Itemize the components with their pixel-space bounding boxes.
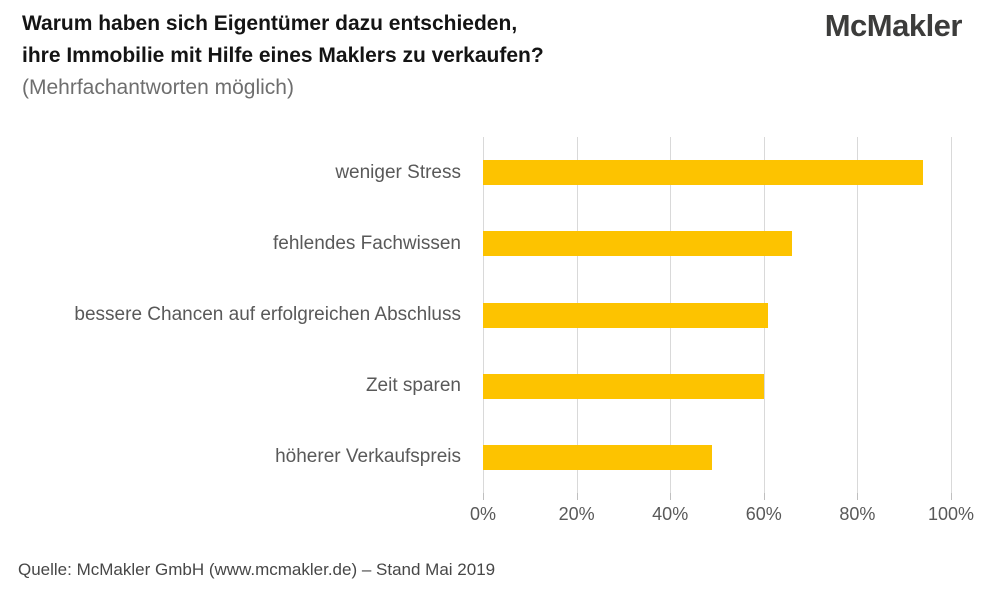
- bar-row: bessere Chancen auf erfolgreichen Abschl…: [0, 279, 951, 350]
- bar-track: [483, 279, 951, 350]
- axis-tick-mark: [483, 493, 484, 500]
- gridline: [951, 137, 952, 493]
- x-axis-tick-labels: 0% 20% 40% 60% 80% 100%: [0, 504, 993, 530]
- bar-row: höherer Verkaufspreis: [0, 422, 951, 493]
- gridline: [857, 137, 859, 493]
- x-tick-label: 60%: [745, 504, 782, 524]
- axis-tick-mark: [670, 493, 672, 500]
- x-tick-label: 100%: [927, 504, 975, 524]
- bar-row: weniger Stress: [0, 137, 951, 208]
- chart-title: Warum haben sich Eigentümer dazu entschi…: [22, 8, 544, 104]
- category-label: weniger Stress: [335, 161, 461, 183]
- chart-subtitle: (Mehrfachantworten möglich): [22, 76, 294, 99]
- bar-row: fehlendes Fachwissen: [0, 208, 951, 279]
- x-tick-label: 80%: [839, 504, 876, 524]
- bar-track: [483, 208, 951, 279]
- category-label: fehlendes Fachwissen: [273, 232, 461, 254]
- bar-track: [483, 422, 951, 493]
- bar: [483, 373, 764, 399]
- bar-track: [483, 351, 951, 422]
- bar-row: Zeit sparen: [0, 351, 951, 422]
- axis-tick-mark: [763, 493, 765, 500]
- bar-rows: weniger Stress fehlendes Fachwissen besser…: [0, 137, 951, 493]
- x-tick-label: 0%: [469, 504, 497, 524]
- bar: [483, 444, 713, 470]
- source-caption: Quelle: McMakler GmbH (www.mcmakler.de) …: [18, 560, 496, 579]
- bar-track: [483, 137, 951, 208]
- axis-tick-mark: [951, 493, 952, 500]
- x-tick-label: 40%: [652, 504, 689, 524]
- bar: [483, 160, 923, 186]
- bar: [483, 231, 792, 257]
- category-label: Zeit sparen: [365, 375, 461, 397]
- chart-title-line-2: ihre Immobilie mit Hilfe eines Maklers z…: [22, 44, 544, 67]
- bar: [483, 302, 769, 328]
- chart-title-line-1: Warum haben sich Eigentümer dazu entschi…: [22, 12, 518, 35]
- mcmakler-logo: McMakler: [824, 8, 963, 43]
- axis-tick-mark: [857, 493, 859, 500]
- x-tick-label: 20%: [558, 504, 595, 524]
- axis-tick-mark: [576, 493, 578, 500]
- category-label: höherer Verkaufspreis: [275, 446, 461, 468]
- category-label: bessere Chancen auf erfolgreichen Abschl…: [74, 304, 461, 325]
